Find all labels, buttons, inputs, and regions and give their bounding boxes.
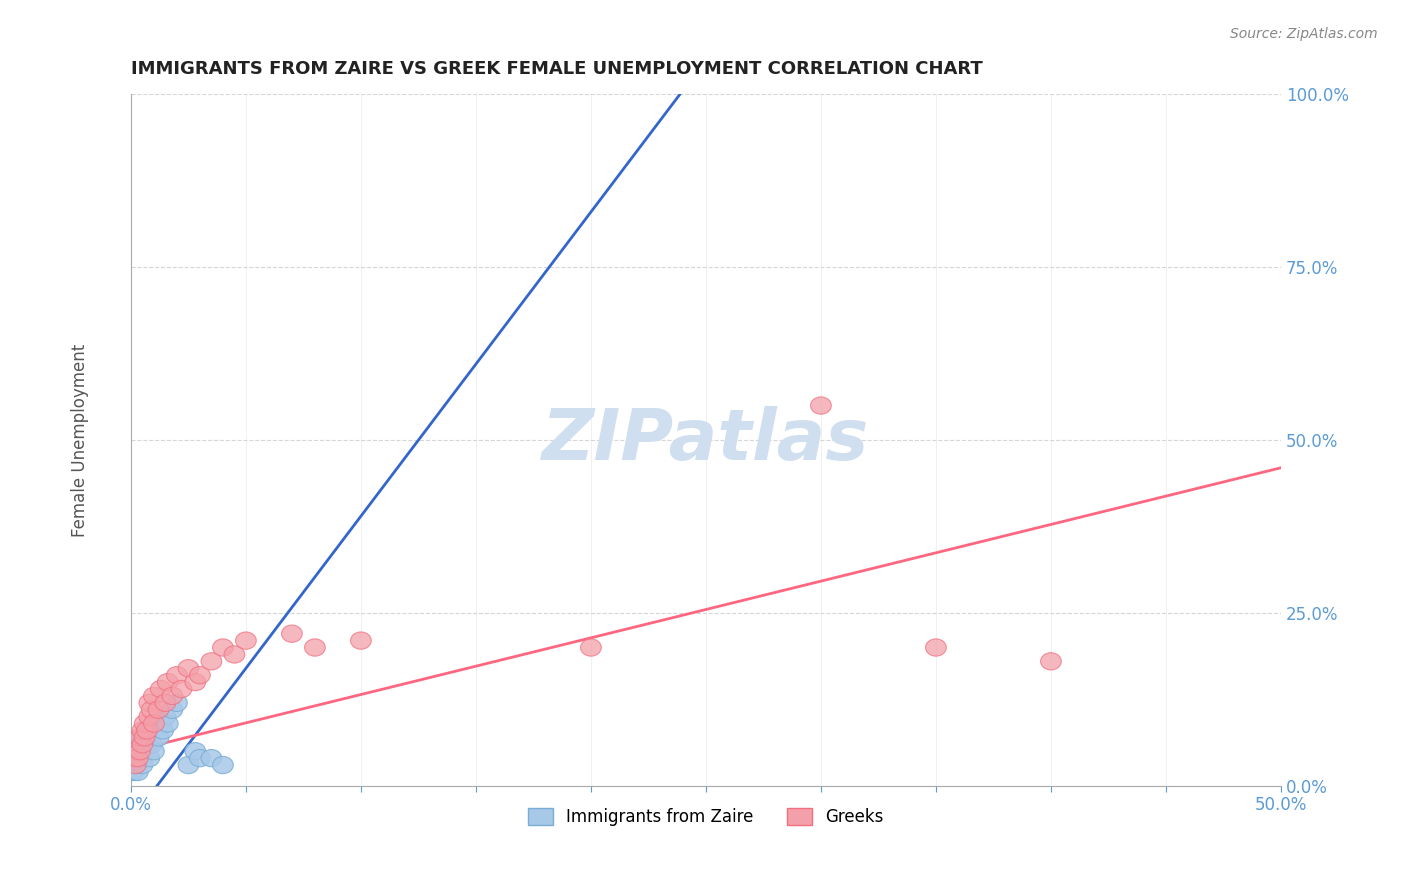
Ellipse shape <box>125 749 146 767</box>
Ellipse shape <box>132 736 153 753</box>
Text: Source: ZipAtlas.com: Source: ZipAtlas.com <box>1230 27 1378 41</box>
Ellipse shape <box>150 681 172 698</box>
Ellipse shape <box>136 736 157 753</box>
Ellipse shape <box>143 742 165 760</box>
Ellipse shape <box>132 722 153 739</box>
Ellipse shape <box>136 722 157 739</box>
Ellipse shape <box>186 742 205 760</box>
Ellipse shape <box>162 687 183 705</box>
Ellipse shape <box>135 729 155 746</box>
Ellipse shape <box>157 714 179 732</box>
Ellipse shape <box>186 673 205 690</box>
Ellipse shape <box>143 687 165 705</box>
Ellipse shape <box>132 729 153 746</box>
Ellipse shape <box>141 736 162 753</box>
Ellipse shape <box>143 714 165 732</box>
Ellipse shape <box>179 659 198 677</box>
Ellipse shape <box>125 756 146 773</box>
Legend: Immigrants from Zaire, Greeks: Immigrants from Zaire, Greeks <box>522 801 890 833</box>
Ellipse shape <box>122 749 143 767</box>
Ellipse shape <box>190 666 211 684</box>
Ellipse shape <box>128 749 148 767</box>
Ellipse shape <box>305 639 325 657</box>
Ellipse shape <box>212 756 233 773</box>
Ellipse shape <box>179 756 198 773</box>
Ellipse shape <box>128 764 148 780</box>
Ellipse shape <box>129 742 150 760</box>
Ellipse shape <box>139 749 160 767</box>
Ellipse shape <box>190 749 211 767</box>
Ellipse shape <box>811 397 831 414</box>
Ellipse shape <box>236 632 256 649</box>
Ellipse shape <box>122 764 143 780</box>
Ellipse shape <box>129 729 150 746</box>
Ellipse shape <box>166 666 187 684</box>
Ellipse shape <box>148 729 169 746</box>
Ellipse shape <box>135 742 155 760</box>
Ellipse shape <box>125 742 146 760</box>
Ellipse shape <box>136 722 157 739</box>
Ellipse shape <box>350 632 371 649</box>
Ellipse shape <box>925 639 946 657</box>
Ellipse shape <box>155 694 176 712</box>
Ellipse shape <box>157 673 179 690</box>
Text: ZIPatlas: ZIPatlas <box>543 406 870 475</box>
Ellipse shape <box>224 646 245 663</box>
Ellipse shape <box>135 714 155 732</box>
Ellipse shape <box>139 694 160 712</box>
Ellipse shape <box>129 749 150 767</box>
Ellipse shape <box>141 701 162 718</box>
Ellipse shape <box>129 736 150 753</box>
Ellipse shape <box>166 694 187 712</box>
Ellipse shape <box>201 653 222 670</box>
Ellipse shape <box>581 639 602 657</box>
Text: IMMIGRANTS FROM ZAIRE VS GREEK FEMALE UNEMPLOYMENT CORRELATION CHART: IMMIGRANTS FROM ZAIRE VS GREEK FEMALE UN… <box>131 60 983 78</box>
Ellipse shape <box>172 681 191 698</box>
Ellipse shape <box>201 749 222 767</box>
Ellipse shape <box>155 708 176 725</box>
Ellipse shape <box>281 625 302 642</box>
Ellipse shape <box>125 756 146 773</box>
Ellipse shape <box>139 708 160 725</box>
Ellipse shape <box>148 701 169 718</box>
Ellipse shape <box>143 714 165 732</box>
Ellipse shape <box>128 742 148 760</box>
Ellipse shape <box>153 722 173 739</box>
Ellipse shape <box>212 639 233 657</box>
Y-axis label: Female Unemployment: Female Unemployment <box>72 343 89 537</box>
Ellipse shape <box>162 701 183 718</box>
Ellipse shape <box>132 756 153 773</box>
Ellipse shape <box>1040 653 1062 670</box>
